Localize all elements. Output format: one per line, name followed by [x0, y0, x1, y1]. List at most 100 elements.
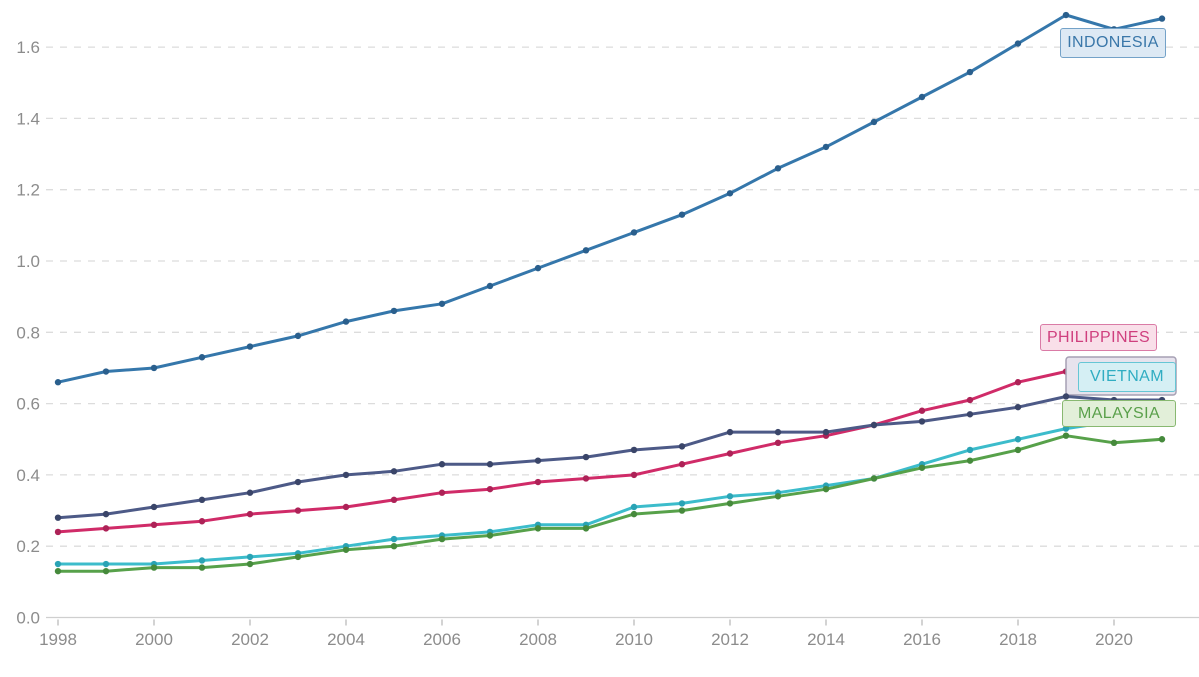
series-point-indonesia[interactable] — [102, 368, 110, 375]
series-point-philippines[interactable] — [1014, 379, 1022, 386]
series-point-malaysia[interactable] — [102, 567, 110, 575]
series-point-unlabeled[interactable] — [1062, 393, 1070, 400]
series-point-indonesia[interactable] — [54, 379, 62, 386]
series-point-malaysia[interactable] — [726, 500, 734, 507]
series-point-indonesia[interactable] — [1158, 15, 1166, 22]
series-point-unlabeled[interactable] — [486, 461, 494, 468]
series-point-philippines[interactable] — [678, 461, 686, 468]
series-point-philippines[interactable] — [390, 496, 398, 504]
series-point-indonesia[interactable] — [1062, 11, 1070, 19]
series-point-unlabeled[interactable] — [102, 510, 110, 518]
series-point-malaysia[interactable] — [294, 553, 302, 561]
series-point-philippines[interactable] — [582, 475, 590, 482]
series-point-indonesia[interactable] — [390, 307, 398, 315]
series-point-malaysia[interactable] — [438, 535, 446, 543]
series-point-unlabeled[interactable] — [390, 468, 398, 475]
series-point-philippines[interactable] — [54, 528, 62, 536]
series-point-vietnam[interactable] — [246, 553, 254, 561]
series-point-philippines[interactable] — [198, 518, 206, 525]
series-point-malaysia[interactable] — [390, 543, 398, 550]
series-point-unlabeled[interactable] — [1014, 403, 1022, 411]
series-label-vietnam[interactable]: VIETNAM — [1078, 362, 1176, 392]
series-point-indonesia[interactable] — [150, 364, 158, 372]
series-point-unlabeled[interactable] — [774, 428, 782, 436]
series-point-malaysia[interactable] — [774, 493, 782, 500]
series-point-unlabeled[interactable] — [870, 421, 878, 429]
series-point-malaysia[interactable] — [342, 546, 350, 553]
series-point-malaysia[interactable] — [198, 564, 206, 571]
series-point-indonesia[interactable] — [822, 143, 830, 151]
series-point-unlabeled[interactable] — [630, 446, 638, 454]
series-point-unlabeled[interactable] — [726, 428, 734, 436]
series-point-unlabeled[interactable] — [438, 461, 446, 468]
series-point-indonesia[interactable] — [198, 354, 206, 361]
series-point-unlabeled[interactable] — [150, 503, 158, 511]
series-point-indonesia[interactable] — [870, 118, 878, 126]
series-label-indonesia[interactable]: INDONESIA — [1060, 28, 1166, 58]
series-point-unlabeled[interactable] — [198, 496, 206, 504]
series-point-vietnam[interactable] — [102, 560, 110, 568]
series-point-indonesia[interactable] — [438, 300, 446, 307]
series-point-unlabeled[interactable] — [246, 489, 254, 496]
series-point-unlabeled[interactable] — [678, 443, 686, 450]
series-point-indonesia[interactable] — [342, 318, 350, 325]
series-point-philippines[interactable] — [294, 507, 302, 514]
series-point-malaysia[interactable] — [630, 510, 638, 518]
series-point-vietnam[interactable] — [390, 535, 398, 543]
series-point-vietnam[interactable] — [1014, 436, 1022, 443]
series-point-vietnam[interactable] — [678, 500, 686, 507]
series-point-malaysia[interactable] — [1158, 436, 1166, 443]
series-line-vietnam[interactable] — [56, 412, 1164, 566]
series-point-unlabeled[interactable] — [534, 457, 542, 464]
series-point-malaysia[interactable] — [582, 525, 590, 532]
series-point-unlabeled[interactable] — [294, 478, 302, 486]
series-point-unlabeled[interactable] — [918, 418, 926, 425]
series-point-philippines[interactable] — [486, 485, 494, 493]
series-point-unlabeled[interactable] — [54, 514, 62, 521]
series-point-malaysia[interactable] — [966, 457, 974, 464]
series-point-indonesia[interactable] — [966, 68, 974, 76]
series-point-philippines[interactable] — [534, 478, 542, 486]
series-point-indonesia[interactable] — [774, 165, 782, 172]
series-point-malaysia[interactable] — [678, 507, 686, 514]
series-point-philippines[interactable] — [246, 510, 254, 518]
series-point-malaysia[interactable] — [1014, 446, 1022, 454]
series-point-malaysia[interactable] — [534, 525, 542, 532]
series-point-indonesia[interactable] — [294, 332, 302, 340]
series-point-indonesia[interactable] — [246, 343, 254, 350]
series-point-malaysia[interactable] — [150, 564, 158, 571]
series-point-vietnam[interactable] — [726, 493, 734, 500]
series-point-vietnam[interactable] — [54, 560, 62, 568]
series-point-philippines[interactable] — [342, 503, 350, 511]
series-point-malaysia[interactable] — [246, 560, 254, 568]
series-point-malaysia[interactable] — [486, 532, 494, 539]
series-point-unlabeled[interactable] — [582, 453, 590, 461]
series-point-unlabeled[interactable] — [966, 411, 974, 418]
series-label-philippines[interactable]: PHILIPPINES — [1040, 324, 1157, 351]
series-label-malaysia[interactable]: MALAYSIA — [1062, 400, 1176, 427]
series-point-indonesia[interactable] — [726, 190, 734, 197]
series-point-indonesia[interactable] — [678, 211, 686, 218]
series-point-indonesia[interactable] — [582, 247, 590, 254]
series-point-malaysia[interactable] — [1062, 432, 1070, 439]
series-point-vietnam[interactable] — [630, 503, 638, 511]
series-point-philippines[interactable] — [102, 525, 110, 532]
series-point-vietnam[interactable] — [966, 446, 974, 454]
series-point-philippines[interactable] — [438, 489, 446, 496]
series-point-malaysia[interactable] — [822, 485, 830, 493]
series-point-unlabeled[interactable] — [342, 471, 350, 479]
series-line-philippines[interactable] — [56, 370, 1164, 534]
series-point-indonesia[interactable] — [630, 229, 638, 236]
series-point-malaysia[interactable] — [918, 464, 926, 471]
series-point-indonesia[interactable] — [1014, 40, 1022, 47]
series-point-malaysia[interactable] — [1110, 439, 1118, 447]
series-line-malaysia[interactable] — [56, 434, 1164, 573]
series-line-indonesia[interactable] — [56, 13, 1164, 384]
series-point-philippines[interactable] — [918, 407, 926, 414]
series-line-unlabeled[interactable] — [56, 395, 1164, 520]
series-point-malaysia[interactable] — [54, 567, 62, 575]
series-point-indonesia[interactable] — [918, 93, 926, 101]
series-point-unlabeled[interactable] — [822, 428, 830, 436]
series-point-philippines[interactable] — [966, 396, 974, 404]
series-point-indonesia[interactable] — [534, 264, 542, 272]
